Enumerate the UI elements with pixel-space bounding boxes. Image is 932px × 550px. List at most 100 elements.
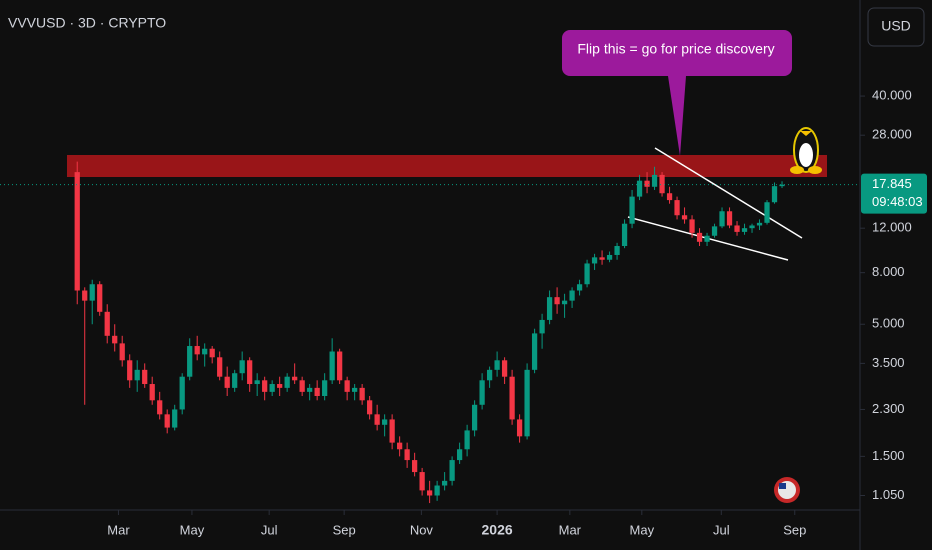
- y-tick-label: 1.500: [872, 448, 905, 463]
- candle-body: [149, 384, 155, 401]
- candle-body: [531, 333, 538, 370]
- candle-body: [217, 357, 223, 377]
- last-price-label: 17.845: [872, 176, 912, 191]
- candle-body: [352, 387, 358, 392]
- candle-body: [659, 174, 665, 194]
- candle-body: [771, 186, 778, 203]
- candle-body: [104, 311, 110, 336]
- candle-body: [471, 404, 478, 431]
- candle-body: [509, 376, 515, 420]
- candle-body: [569, 290, 575, 301]
- candle-body: [82, 290, 88, 301]
- last-price-box: [861, 173, 927, 214]
- candle-body: [134, 369, 140, 381]
- candle-body: [486, 369, 493, 381]
- candle-body: [374, 414, 380, 425]
- candle-body: [561, 300, 568, 305]
- x-tick-label: Mar: [559, 522, 582, 537]
- candle-body: [329, 351, 335, 381]
- candle-body: [674, 200, 680, 216]
- y-tick-label: 3.500: [872, 355, 905, 370]
- x-tick-label: 2026: [482, 522, 513, 538]
- candle-body: [606, 254, 613, 260]
- candle-body: [479, 380, 485, 405]
- candle-body: [277, 384, 283, 388]
- candle-body: [119, 343, 125, 361]
- currency-button[interactable]: [867, 7, 925, 47]
- y-tick-label: 40.000: [872, 88, 912, 103]
- candle-body: [704, 235, 710, 242]
- candle-body: [397, 442, 403, 450]
- resistance-zone: [67, 155, 827, 177]
- flag-icon: [774, 477, 800, 503]
- y-tick-label: 2.300: [872, 401, 905, 416]
- candle-body: [389, 419, 395, 443]
- x-tick-label: Mar: [107, 522, 130, 537]
- candle-body: [576, 284, 583, 291]
- candle-body: [254, 380, 260, 385]
- y-tick-label: 8.000: [872, 264, 905, 279]
- candle-body: [591, 257, 598, 264]
- candle-body: [666, 193, 673, 201]
- callout-text: Flip this = go for price discovery: [577, 41, 774, 57]
- y-tick-label: 12.000: [872, 220, 912, 235]
- x-tick-label: Jul: [713, 522, 730, 537]
- candle-body: [187, 346, 193, 377]
- candle-body: [269, 384, 275, 392]
- candle-body: [734, 225, 740, 232]
- candle-body: [621, 223, 628, 247]
- candle-body: [292, 376, 298, 381]
- candle-body: [599, 257, 605, 260]
- candle-body: [711, 226, 718, 236]
- candle-body: [127, 360, 133, 381]
- candle-body: [209, 348, 215, 358]
- candle-body: [501, 360, 508, 377]
- candle-body: [284, 376, 290, 388]
- candle-body: [419, 472, 425, 491]
- candle-body: [554, 297, 560, 305]
- trend-line: [654, 147, 803, 239]
- x-tick-label: Sep: [333, 522, 356, 537]
- candle-body: [449, 460, 455, 481]
- candle-body: [164, 414, 170, 428]
- candle-body: [524, 369, 530, 437]
- candle-body: [516, 419, 523, 437]
- candle-body: [172, 409, 178, 428]
- candle-body: [322, 380, 328, 397]
- candle-body: [89, 284, 95, 301]
- candle-body: [74, 172, 80, 291]
- candle-body: [689, 219, 695, 233]
- candle-body: [726, 211, 733, 226]
- penguin-icon: [790, 127, 822, 174]
- candle-body: [412, 460, 418, 473]
- x-tick-label: Nov: [410, 522, 434, 537]
- currency[interactable]: USD: [881, 18, 911, 34]
- candle-body: [344, 380, 350, 392]
- candle-body: [112, 335, 118, 344]
- x-tick-label: May: [630, 522, 655, 537]
- x-tick-label: Jul: [261, 522, 278, 537]
- candle-body: [636, 180, 643, 197]
- candle-body: [434, 485, 440, 496]
- x-tick-label: May: [180, 522, 205, 537]
- candle-body: [179, 376, 185, 410]
- candle-body: [696, 232, 703, 242]
- chart-title: VVVUSD · 3D · CRYPTO: [8, 15, 166, 31]
- candle-body: [314, 387, 320, 397]
- candle-body: [157, 400, 163, 415]
- candle-body: [756, 222, 763, 226]
- candle-body: [584, 263, 590, 285]
- candle-body: [719, 211, 725, 227]
- candle-body: [262, 380, 268, 392]
- candle-body: [382, 419, 388, 425]
- y-tick-label: 28.000: [872, 127, 912, 142]
- candle-body: [427, 490, 433, 496]
- candle-body: [367, 400, 373, 415]
- candle-body: [614, 246, 620, 255]
- x-tick-label: Sep: [783, 522, 806, 537]
- candle-body: [651, 174, 658, 187]
- candle-body: [232, 373, 238, 388]
